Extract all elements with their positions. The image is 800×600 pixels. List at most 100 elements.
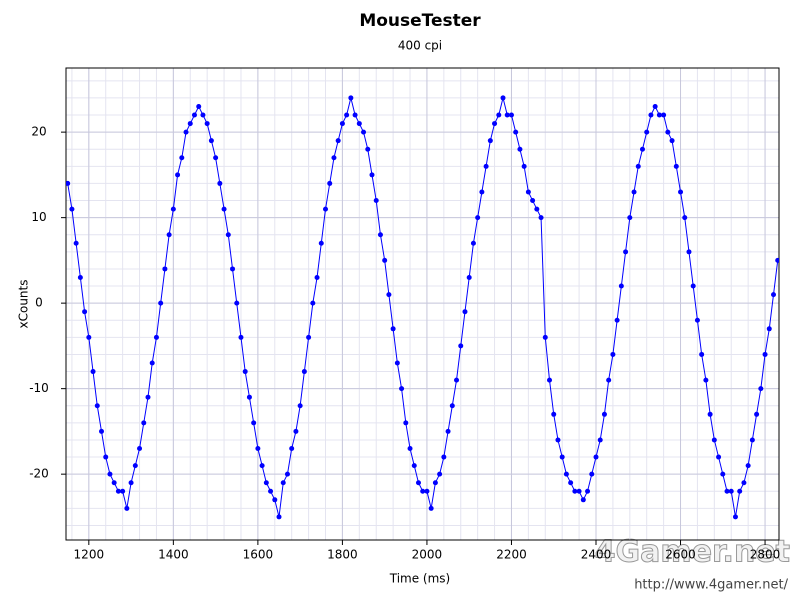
x-tick-label: 1200 [74,548,105,562]
data-point [758,386,764,392]
data-point [153,334,159,340]
data-point [517,146,523,152]
data-point [111,480,117,486]
data-point [530,198,536,204]
data-point [251,420,257,426]
data-point [137,446,143,452]
data-point [103,454,109,460]
data-point [301,369,307,375]
data-point [563,471,569,477]
data-point [238,334,244,340]
data-point [170,206,176,212]
data-point [424,488,430,494]
data-point [665,129,671,135]
watermark-url: http://www.4gamer.net/ [634,578,788,593]
data-point [513,129,519,135]
data-point [745,463,751,469]
data-point [124,505,130,511]
data-point [394,360,400,366]
data-point [694,317,700,323]
data-point [449,403,455,409]
x-tick-label: 2400 [581,548,612,562]
data-point [462,309,468,315]
data-point [348,95,354,101]
data-point [99,428,105,434]
data-point [179,155,185,161]
data-point [458,343,464,349]
data-point [230,266,236,272]
data-point [500,95,506,101]
data-point [601,411,607,417]
y-tick-label: 10 [31,210,46,224]
x-tick-label: 2800 [750,548,781,562]
chart-title: MouseTester [359,11,481,31]
data-point [217,180,223,186]
data-point [284,471,290,477]
data-point [606,377,612,383]
data-point [737,488,743,494]
data-point [652,103,658,109]
data-point [716,454,722,460]
data-point [492,121,498,127]
chart-subtitle: 400 cpi [398,39,442,53]
data-point [115,488,121,494]
data-point [644,129,650,135]
data-point [90,369,96,375]
data-point [682,215,688,221]
data-point [521,163,527,169]
data-point [344,112,350,118]
data-point [525,189,531,195]
data-point [107,471,113,477]
data-point [762,351,768,357]
data-point [542,334,548,340]
data-point [466,274,472,280]
data-point [293,428,299,434]
data-point [707,411,713,417]
data-point [132,463,138,469]
data-point [318,240,324,246]
data-point [386,292,392,298]
data-point [145,394,151,400]
data-point [382,257,388,263]
data-point [297,403,303,409]
data-point [242,369,248,375]
data-point [635,163,641,169]
data-point [128,480,134,486]
data-point [289,446,295,452]
data-point [728,488,734,494]
x-tick-label: 2600 [665,548,696,562]
data-point [648,112,654,118]
data-point [221,206,227,212]
data-point [403,420,409,426]
data-point [428,505,434,511]
data-point [454,377,460,383]
data-point [445,428,451,434]
data-point [559,454,565,460]
x-tick-label: 2000 [412,548,443,562]
data-point [276,514,282,520]
data-point [200,112,206,118]
x-tick-label: 1600 [243,548,274,562]
data-point [775,257,779,263]
data-point [479,189,485,195]
data-point [373,198,379,204]
data-point [475,215,481,221]
data-point [268,488,274,494]
data-point [234,300,240,306]
data-point [204,121,210,127]
data-point [272,497,278,503]
data-point [306,334,312,340]
x-axis-label: Time (ms) [389,572,451,586]
data-point [580,497,586,503]
data-point [614,317,620,323]
data-point [441,454,447,460]
data-point [69,206,75,212]
data-point [686,249,692,255]
data-point [720,471,726,477]
data-point [538,215,544,221]
data-point [639,146,645,152]
data-point [470,240,476,246]
data-point [377,232,383,238]
